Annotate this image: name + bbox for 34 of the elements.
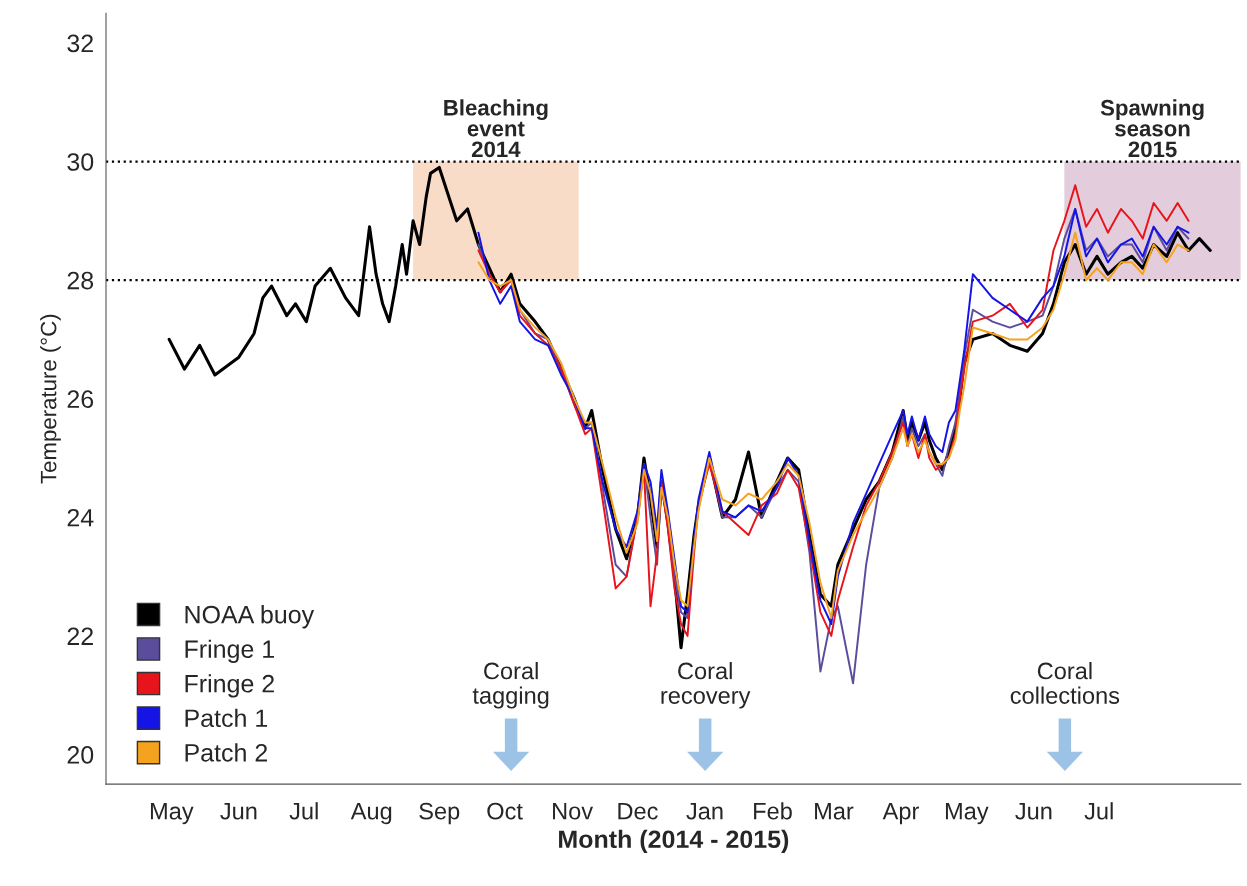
band-label: Bleaching event 2014 [444, 99, 548, 158]
x-tick-label: Dec [618, 803, 658, 820]
x-tick-label: Nov [553, 803, 594, 820]
y-tick-label: 24 [67, 508, 94, 527]
legend-label: Patch 1 [185, 708, 268, 728]
legend-label: Fringe 2 [185, 674, 274, 698]
x-tick-label: Jan [686, 803, 723, 820]
annotation: Coral tagging [472, 661, 549, 709]
x-tick-label: Jun [1015, 803, 1052, 820]
x-tick-label: Jul [289, 802, 318, 820]
x-tick-label: May [945, 803, 989, 825]
x-tick-label: Jul [1084, 802, 1113, 820]
y-tick-label: 28 [67, 271, 94, 290]
x-tick-label: Jun [220, 803, 257, 820]
x-tick-label: Apr [882, 803, 919, 825]
legend-label: Fringe 1 [185, 639, 274, 663]
legend-label: NOAA buoy [185, 605, 315, 629]
x-tick-label: May [150, 803, 194, 825]
x-tick-label: Oct [487, 802, 523, 820]
x-tick-label: Aug [350, 803, 392, 825]
y-axis-title: Temperature (°C) [40, 314, 61, 484]
y-tick-label: 26 [67, 390, 94, 408]
y-tick-label: 22 [67, 627, 93, 645]
y-tick-label: 20 [67, 746, 94, 764]
y-tick-label: 30 [67, 153, 94, 171]
x-tick-label: Sep [419, 802, 460, 825]
legend-label: Patch 2 [185, 743, 268, 762]
x-tick-label: Mar [815, 803, 854, 820]
y-tick-label: 32 [67, 34, 93, 53]
annotation: Coral collections [1010, 661, 1120, 704]
band-label: Spawning season 2015 [1100, 99, 1204, 158]
annotation: Coral recovery [661, 661, 751, 709]
x-tick-label: Feb [754, 802, 792, 820]
x-axis-title: Month (2014 - 2015) [559, 829, 789, 854]
